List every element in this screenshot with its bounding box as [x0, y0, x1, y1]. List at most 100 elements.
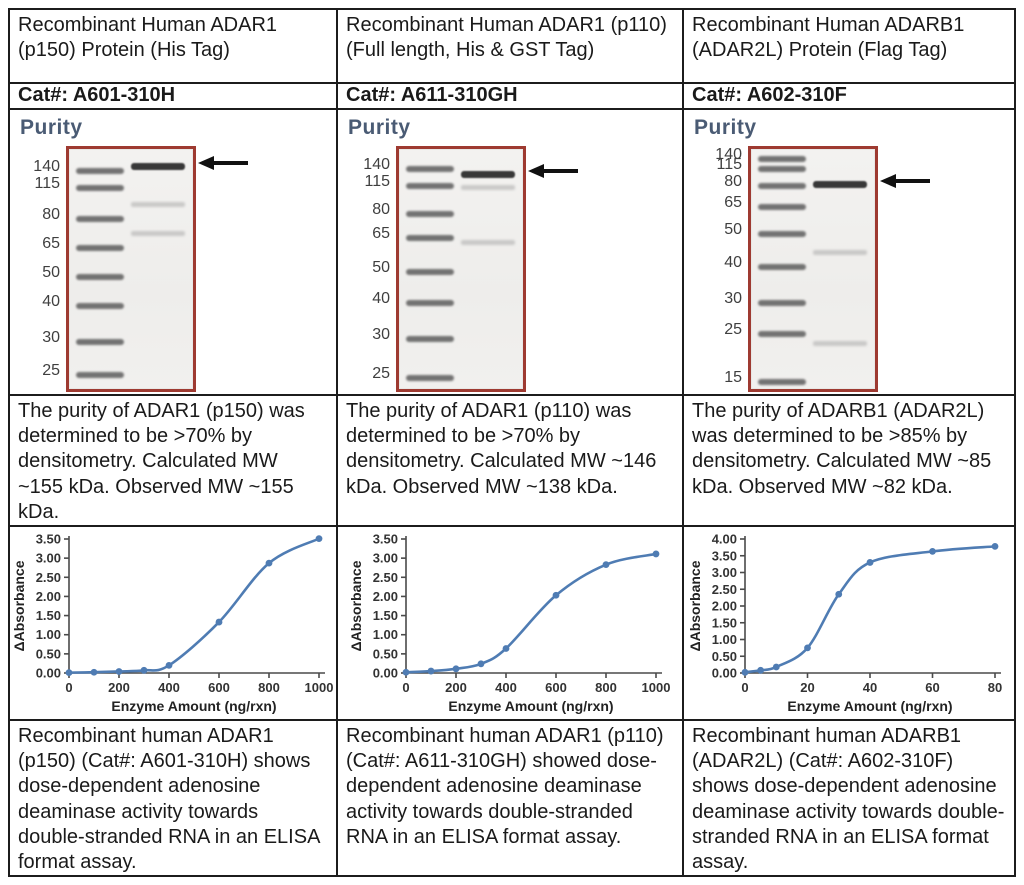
svg-text:200: 200: [108, 680, 130, 695]
svg-text:200: 200: [445, 680, 467, 695]
mw-marker-label: 30: [372, 326, 390, 344]
svg-text:1.00: 1.00: [712, 632, 737, 647]
purity-heading: Purity: [348, 116, 411, 139]
ladder-band: [406, 235, 454, 242]
svg-text:40: 40: [863, 680, 877, 695]
purity-description: The purity of ADAR1 (p150) was determine…: [18, 400, 305, 523]
activity-chart-row: 0.00 0.50 1.00 1.50 2.00 2.50 3.00 3.50 0 200 400 6…: [8, 524, 1016, 721]
svg-text:2.50: 2.50: [712, 582, 737, 597]
svg-text:2.50: 2.50: [36, 570, 61, 585]
faint-band: [461, 185, 515, 190]
svg-text:1.50: 1.50: [373, 608, 398, 623]
mw-marker-label: 25: [372, 364, 390, 382]
sds-page-gel-image: 140 115 80 65 50 40 30 25 15: [685, 111, 1013, 393]
column-title: Recombinant Human ADARB1 (ADAR2L) Protei…: [692, 14, 965, 62]
ladder-band: [758, 156, 806, 163]
svg-text:0.50: 0.50: [36, 646, 61, 661]
mw-marker-label: 140: [33, 158, 60, 176]
mw-marker-label: 140: [715, 146, 742, 164]
gel-cell: Purity 140 115 80 65 50 40 30 25: [339, 111, 681, 393]
svg-text:0.50: 0.50: [373, 646, 398, 661]
svg-text:1.50: 1.50: [36, 608, 61, 623]
ladder-band: [406, 300, 454, 307]
svg-text:3.50: 3.50: [712, 548, 737, 563]
gel-frame: [748, 146, 878, 392]
column-title: Recombinant Human ADAR1 (p150) Protein (…: [18, 14, 278, 62]
target-protein-band: [461, 170, 515, 178]
gel-cell: Purity 140 115 80 65 50 40 30 25: [11, 111, 335, 393]
svg-text:60: 60: [925, 680, 939, 695]
svg-text:0: 0: [65, 680, 72, 695]
svg-text:Enzyme Amount (ng/rxn): Enzyme Amount (ng/rxn): [787, 698, 952, 714]
ladder-band: [406, 211, 454, 218]
mw-marker-label: 65: [42, 235, 60, 252]
svg-text:0: 0: [402, 680, 409, 695]
svg-text:2.00: 2.00: [373, 589, 398, 604]
elisa-activity-plot: 0.00 0.50 1.00 1.50 2.00 2.50 3.00 3.50 0 200 400 6…: [348, 531, 671, 714]
mw-marker-label: 115: [716, 155, 742, 173]
svg-text:0.50: 0.50: [712, 649, 737, 664]
svg-text:4.00: 4.00: [712, 531, 737, 546]
arrow-head: [528, 163, 544, 178]
ladder-band: [406, 336, 454, 343]
ladder-band: [758, 264, 806, 271]
faint-band: [131, 230, 185, 236]
band-arrow-icon: [528, 163, 578, 178]
activity-chart: 0.00 0.50 1.00 1.50 2.00 2.50 3.00 3.50 0 200 400 6…: [339, 528, 681, 718]
mw-marker-label: 25: [42, 362, 60, 380]
mw-marker-label: 115: [34, 175, 60, 192]
mw-marker-label: 140: [363, 155, 390, 173]
svg-text:Enzyme Amount (ng/rxn): Enzyme Amount (ng/rxn): [448, 698, 613, 714]
faint-band: [813, 341, 867, 346]
title-row: Recombinant Human ADAR1 (p150) Protein (…: [8, 8, 1016, 84]
catalog-number: Cat#: A602-310F: [692, 84, 847, 106]
activity-text-row: Recombinant human ADAR1 (p150) (Cat#: A6…: [8, 718, 1016, 878]
ladder-band: [406, 182, 454, 189]
ladder-band: [758, 230, 806, 237]
svg-text:2.00: 2.00: [712, 598, 737, 613]
svg-text:1.00: 1.00: [36, 627, 61, 642]
activity-description: Recombinant human ADARB1 (ADAR2L) (Cat#:…: [692, 724, 1005, 873]
arrow-head: [198, 156, 214, 171]
svg-text:2.50: 2.50: [373, 570, 398, 585]
ladder-band: [76, 338, 124, 345]
mw-marker-label: 50: [42, 263, 60, 281]
svg-text:80: 80: [988, 680, 1002, 695]
gel-cell: Purity 140 115 80 65 50 40 30 25 15: [685, 111, 1013, 393]
ladder-band: [406, 165, 454, 172]
activity-chart: 0.00 0.50 1.00 1.50 2.00 2.50 3.00 3.50 0 200 400 6…: [11, 528, 335, 718]
svg-text:1000: 1000: [642, 680, 671, 695]
ladder-band: [758, 204, 806, 211]
mw-marker-label: 80: [372, 201, 390, 219]
mw-marker-label: 50: [372, 259, 390, 276]
mw-marker-label: 65: [372, 225, 390, 243]
ladder-band: [758, 165, 806, 172]
mw-marker-label: 40: [724, 254, 742, 272]
svg-text:ΔAbsorbance: ΔAbsorbance: [11, 560, 27, 651]
sds-page-gel-image: 140 115 80 65 50 40 30 25: [11, 111, 335, 393]
svg-text:3.00: 3.00: [712, 565, 737, 580]
purity-gel-row: Purity 140 115 80 65 50 40 30 25 Purity 140 115 8…: [8, 108, 1016, 396]
svg-text:0.00: 0.00: [373, 665, 398, 680]
svg-text:800: 800: [258, 680, 280, 695]
mw-marker-label: 15: [724, 369, 742, 387]
ladder-band: [406, 269, 454, 275]
band-arrow-icon: [880, 174, 930, 189]
svg-text:20: 20: [800, 680, 814, 695]
ladder-band: [406, 374, 454, 381]
activity-description: Recombinant human ADAR1 (p110) (Cat#: A6…: [346, 724, 664, 848]
faint-band: [813, 249, 867, 255]
faint-band: [131, 201, 185, 207]
catalog-number: Cat#: A601-310H: [18, 84, 176, 106]
mw-marker-label: 80: [724, 172, 742, 190]
svg-text:0.00: 0.00: [712, 665, 737, 680]
gel-frame: [66, 146, 196, 392]
svg-text:ΔAbsorbance: ΔAbsorbance: [687, 560, 703, 651]
svg-text:3.00: 3.00: [36, 551, 61, 566]
ladder-band: [76, 185, 124, 191]
ladder-band: [758, 379, 806, 386]
arrow-tail: [896, 179, 930, 184]
arrow-tail: [544, 168, 578, 173]
svg-text:1.50: 1.50: [712, 615, 737, 630]
band-arrow-icon: [198, 156, 248, 171]
